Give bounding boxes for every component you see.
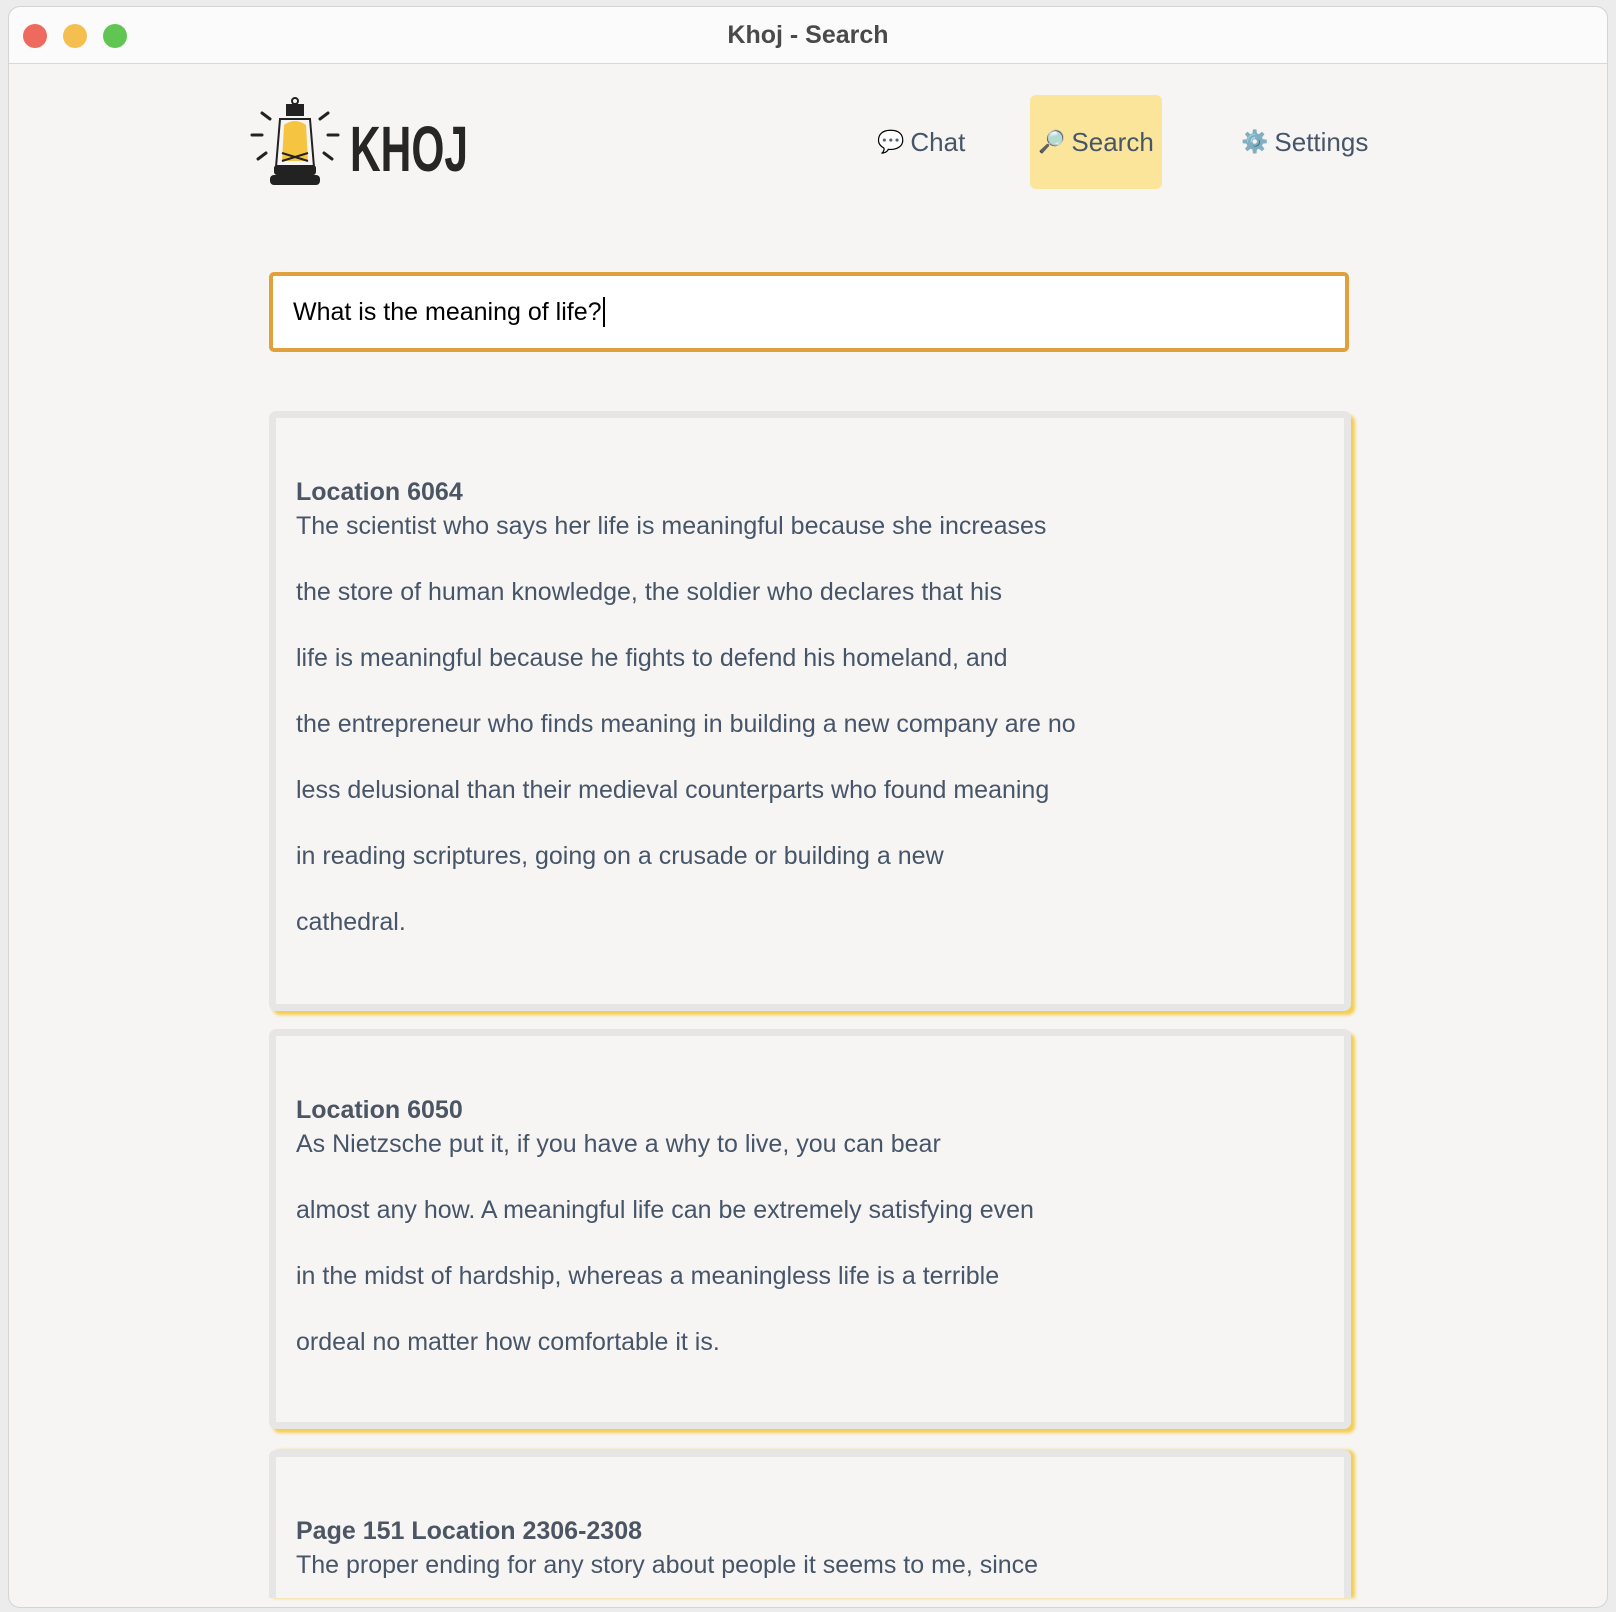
close-button[interactable] [23,24,47,48]
minimize-button[interactable] [63,24,87,48]
result-heading: Location 6050 [296,1096,463,1124]
speech-bubble-icon: 💬 [877,129,905,154]
magnifier-icon: 🔎 [1038,129,1066,154]
window-title: Khoj - Search [727,21,889,49]
result-text: The proper ending for any story about pe… [296,1532,1324,1598]
result-line: ordeal no matter how comfortable it is. [296,1328,720,1356]
khoj-logo[interactable]: KHOJ [248,95,472,191]
result-line: life is meaningful because he fights to … [296,644,1008,672]
result-text: As Nietzsche put it, if you have a why t… [296,1111,1324,1375]
result-card: Location 6050 As Nietzsche put it, if yo… [269,1029,1351,1429]
app-window: Khoj - Search KHOJ 💬 Chat 🔎 Search ⚙️ Se… [8,6,1608,1608]
result-line: the entrepreneur who finds meaning in bu… [296,710,1076,738]
nav-search[interactable]: 🔎 Search [1030,95,1162,189]
search-input[interactable]: What is the meaning of life? [269,272,1349,352]
nav-chat[interactable]: 💬 Chat [869,95,973,189]
result-line: in reading scriptures, going on a crusad… [296,842,944,870]
nav-settings-label: Settings [1274,126,1369,157]
result-heading: Location 6064 [296,478,463,506]
gear-icon: ⚙️ [1241,129,1269,154]
result-line: less delusional than their medieval coun… [296,776,1050,804]
nav-settings[interactable]: ⚙️ Settings [1233,95,1376,189]
logo-text: KHOJ [350,113,468,185]
result-line: in the midst of hardship, whereas a mean… [296,1262,1000,1290]
nav-search-label: Search [1071,126,1154,157]
zoom-button[interactable] [103,24,127,48]
result-heading: Page 151 Location 2306-2308 [296,1517,643,1545]
result-card: Location 6064 The scientist who says her… [269,411,1351,1011]
result-line: the store of human knowledge, the soldie… [296,578,1002,606]
result-line: cathedral. [296,908,406,936]
result-text: The scientist who says her life is meani… [296,493,1324,955]
search-input-value: What is the meaning of life? [293,297,602,326]
result-line: The proper ending for any story about pe… [296,1551,1039,1579]
result-line: As Nietzsche put it, if you have a why t… [296,1130,941,1158]
nav-chat-label: Chat [910,126,966,157]
title-bar: Khoj - Search [9,7,1607,64]
result-line: The scientist who says her life is meani… [296,512,1047,540]
text-caret [602,297,605,327]
result-line: almost any how. A meaningful life can be… [296,1196,1034,1224]
result-card: Page 151 Location 2306-2308 The proper e… [269,1450,1351,1598]
